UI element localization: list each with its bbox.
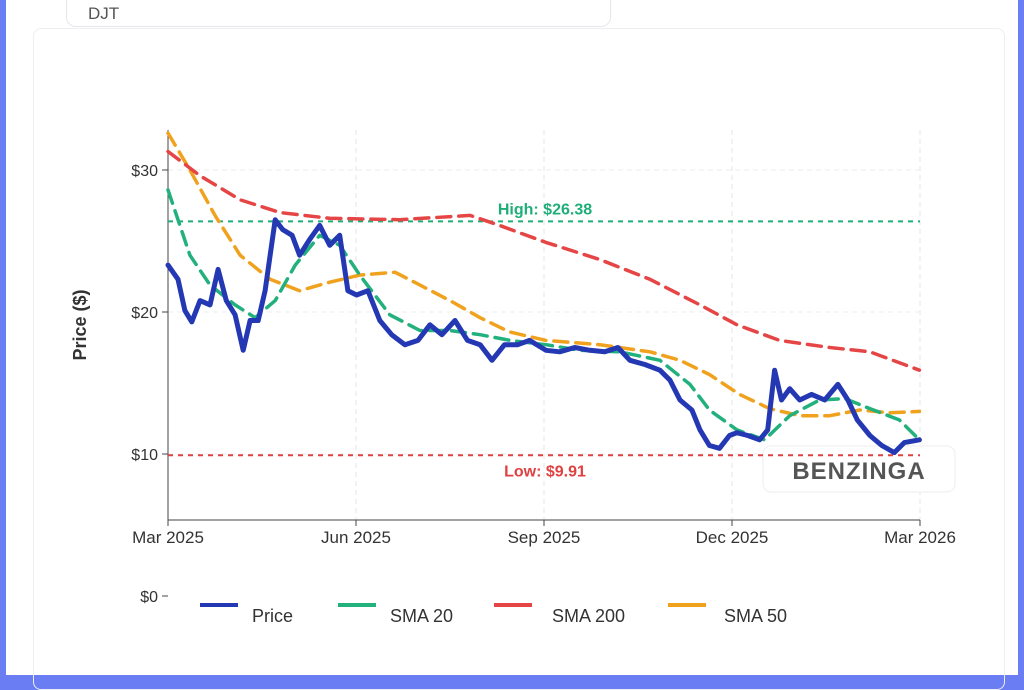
series-line — [166, 131, 922, 418]
x-tick-label: Sep 2025 — [508, 528, 581, 547]
y-axis-title: Price ($) — [70, 289, 90, 360]
legend-label: Price — [252, 606, 293, 626]
legend-label: SMA 20 — [390, 606, 453, 626]
y-tick-label: $10 — [131, 447, 158, 464]
legend-label: SMA 200 — [552, 606, 625, 626]
y-tick-label: $20 — [131, 305, 158, 322]
x-tick-label: Jun 2025 — [321, 528, 391, 547]
series-line — [166, 188, 922, 442]
page: {"chart_data":{"type":"line","ticker":"D… — [6, 0, 1018, 690]
legend-item: SMA 20 — [338, 603, 453, 626]
legend-label: SMA 50 — [724, 606, 787, 626]
annotation-label: Low: $9.91 — [504, 463, 586, 480]
legend-item: SMA 200 — [494, 603, 625, 626]
x-tick-label: Mar 2025 — [132, 528, 204, 547]
watermark-box — [762, 445, 956, 493]
series-line — [165, 217, 922, 456]
chart: Mar 2025 Jun 2025 Sep 2025 Dec 2025 Mar 2026… — [70, 130, 956, 626]
series-line — [166, 149, 922, 372]
watermark: BENZINGA — [792, 458, 925, 485]
annotation-label: High: $26.38 — [498, 201, 592, 218]
y-tick-label: $30 — [131, 163, 158, 180]
legend-item: Price — [200, 603, 293, 626]
x-tick-label: Mar 2026 — [884, 528, 956, 547]
ticker-text: DJT — [88, 4, 120, 23]
x-tick-label: Dec 2025 — [696, 528, 769, 547]
legend-item: SMA 50 — [668, 603, 787, 626]
y-tick-label: $0 — [140, 589, 158, 606]
card: DJT — [6, 0, 1018, 690]
ticker-input[interactable]: DJT — [66, 0, 611, 27]
